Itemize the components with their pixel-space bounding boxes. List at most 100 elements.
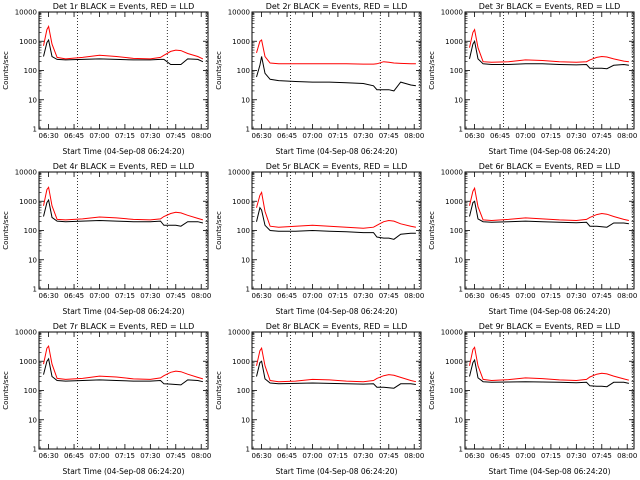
- x-axis-label: Start Time (04-Sep-08 06:24:20): [63, 307, 185, 316]
- y-axis-label: Counts/sec: [428, 51, 436, 90]
- chart-title: Det 3r BLACK = Events, RED = LLD: [479, 2, 621, 11]
- x-tick-label: 07:30: [566, 292, 586, 300]
- lld-series-line: [256, 190, 416, 229]
- plot-frame: [251, 11, 422, 130]
- y-tick-label: 1: [459, 286, 463, 294]
- x-tick-label: 08:00: [617, 452, 637, 460]
- events-series-line: [469, 39, 629, 70]
- x-tick-label: 08:00: [617, 132, 637, 140]
- plot-frame: [38, 11, 209, 130]
- y-axis-label: Counts/sec: [2, 211, 10, 250]
- x-tick-label: 07:45: [592, 452, 612, 460]
- y-tick-label: 1: [459, 126, 463, 134]
- events-series-line: [256, 206, 416, 240]
- y-axis-label: Counts/sec: [215, 371, 223, 410]
- y-tick-label: 100: [237, 387, 250, 395]
- detector-chart: Det 4r BLACK = Events, RED = LLD Counts/s…: [2, 162, 211, 316]
- y-axis-label: Counts/sec: [428, 211, 436, 250]
- x-tick-label: 07:15: [328, 132, 348, 140]
- y-tick-label: 1: [33, 446, 37, 454]
- x-tick-label: 07:15: [328, 452, 348, 460]
- y-tick-label: 1000: [19, 38, 37, 46]
- x-tick-label: 08:00: [191, 292, 211, 300]
- x-tick-label: 07:00: [89, 132, 109, 140]
- chart-title: Det 5r BLACK = Events, RED = LLD: [266, 162, 408, 171]
- x-tick-label: 07:15: [541, 292, 561, 300]
- x-tick-label: 06:45: [490, 132, 510, 140]
- x-tick-label: 07:15: [541, 452, 561, 460]
- x-tick-label: 07:30: [140, 132, 160, 140]
- y-tick-label: 100: [24, 67, 37, 75]
- y-tick-label: 1000: [445, 358, 463, 366]
- plot-frame: [251, 171, 422, 290]
- lld-series-line: [469, 186, 630, 222]
- lld-series-line: [43, 25, 204, 60]
- events-series-line: [256, 360, 416, 389]
- y-tick-label: 10: [28, 96, 37, 104]
- x-tick-label: 07:00: [89, 452, 109, 460]
- x-tick-label: 06:45: [490, 292, 510, 300]
- y-tick-label: 100: [237, 227, 250, 235]
- y-tick-label: 10000: [228, 329, 250, 337]
- x-tick-label: 08:00: [617, 292, 637, 300]
- plot-frame: [464, 171, 635, 290]
- x-tick-label: 07:15: [115, 132, 135, 140]
- x-tick-label: 07:45: [379, 452, 399, 460]
- y-tick-label: 1: [33, 126, 37, 134]
- lld-series-line: [256, 39, 416, 65]
- detector-chart: Det 9r BLACK = Events, RED = LLD Counts/s…: [428, 322, 637, 476]
- x-tick-label: 06:45: [277, 132, 297, 140]
- x-tick-label: 07:45: [592, 132, 612, 140]
- lld-series-line: [469, 28, 629, 63]
- y-tick-label: 10: [28, 256, 37, 264]
- y-tick-label: 100: [237, 67, 250, 75]
- plot-frame: [464, 11, 635, 130]
- y-axis-label: Counts/sec: [2, 51, 10, 90]
- chart-title: Det 4r BLACK = Events, RED = LLD: [53, 162, 195, 171]
- x-tick-label: 06:30: [465, 132, 485, 140]
- y-tick-label: 1: [459, 446, 463, 454]
- y-tick-label: 100: [450, 387, 463, 395]
- y-tick-label: 10000: [441, 169, 463, 177]
- x-tick-label: 07:15: [328, 292, 348, 300]
- lld-series-line: [469, 346, 630, 382]
- y-tick-label: 1: [246, 126, 250, 134]
- y-tick-label: 1000: [445, 198, 463, 206]
- y-tick-label: 10: [241, 256, 250, 264]
- events-series-line: [43, 357, 204, 386]
- x-axis-label: Start Time (04-Sep-08 06:24:20): [276, 307, 398, 316]
- y-tick-label: 10000: [441, 9, 463, 17]
- detector-chart: Det 7r BLACK = Events, RED = LLD Counts/s…: [2, 322, 211, 476]
- x-axis-label: Start Time (04-Sep-08 06:24:20): [489, 467, 611, 476]
- x-tick-label: 07:30: [353, 132, 373, 140]
- y-tick-label: 1: [246, 286, 250, 294]
- x-tick-label: 07:15: [115, 452, 135, 460]
- x-tick-label: 07:00: [515, 132, 535, 140]
- x-axis-label: Start Time (04-Sep-08 06:24:20): [276, 147, 398, 156]
- chart-title: Det 1r BLACK = Events, RED = LLD: [53, 2, 195, 11]
- events-series-line: [43, 38, 204, 65]
- lld-series-line: [43, 344, 204, 380]
- x-tick-label: 07:00: [302, 292, 322, 300]
- x-tick-label: 08:00: [191, 452, 211, 460]
- x-tick-label: 07:00: [515, 452, 535, 460]
- detector-chart: Det 5r BLACK = Events, RED = LLD Counts/s…: [215, 162, 424, 316]
- x-tick-label: 06:45: [64, 292, 84, 300]
- x-axis-label: Start Time (04-Sep-08 06:24:20): [63, 147, 185, 156]
- y-tick-label: 1000: [19, 198, 37, 206]
- events-series-line: [469, 358, 630, 388]
- x-tick-label: 06:30: [39, 452, 59, 460]
- x-axis-label: Start Time (04-Sep-08 06:24:20): [276, 467, 398, 476]
- lld-series-line: [43, 186, 204, 221]
- y-tick-label: 10: [454, 96, 463, 104]
- y-tick-label: 10: [241, 96, 250, 104]
- y-tick-label: 10000: [228, 9, 250, 17]
- y-tick-label: 1000: [232, 358, 250, 366]
- x-tick-label: 06:45: [64, 452, 84, 460]
- x-tick-label: 06:30: [252, 292, 272, 300]
- y-tick-label: 1: [33, 286, 37, 294]
- x-tick-label: 08:00: [191, 132, 211, 140]
- x-tick-label: 07:30: [353, 452, 373, 460]
- plot-frame: [464, 331, 635, 450]
